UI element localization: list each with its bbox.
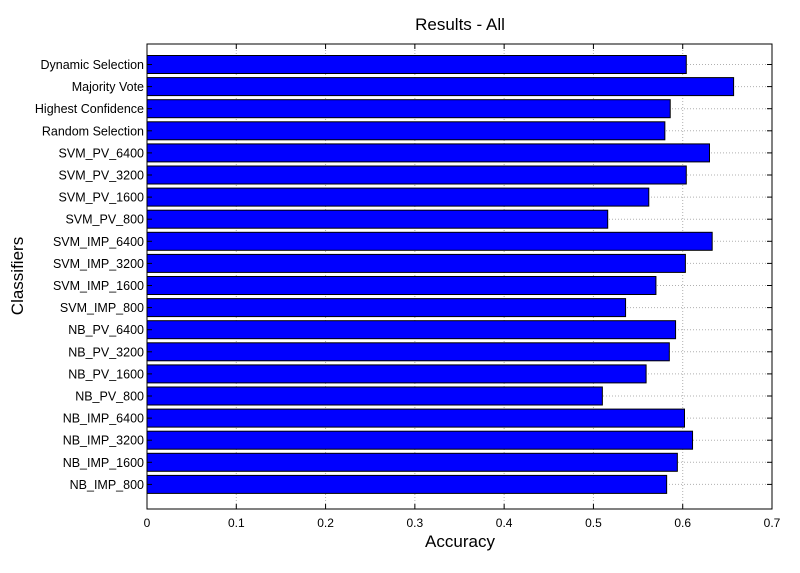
category-label: Highest Confidence (35, 102, 144, 116)
bar (146, 77, 735, 97)
category-label: NB_PV_6400 (68, 323, 144, 337)
category-label: NB_IMP_6400 (63, 412, 144, 426)
bar (146, 187, 650, 207)
category-label: SVM_IMP_3200 (53, 257, 144, 271)
bar (146, 320, 677, 340)
bar (146, 231, 713, 251)
category-label: NB_IMP_3200 (63, 434, 144, 448)
x-tick-label: 0.4 (496, 516, 513, 530)
chart-title: Results - All (415, 15, 505, 34)
bar (146, 342, 670, 362)
bar (146, 209, 609, 229)
category-label: SVM_PV_3200 (59, 169, 145, 183)
x-tick-labels: 0 0.1 0.2 0.3 0.4 0.5 0.6 0.7 (144, 516, 781, 530)
category-label: SVM_IMP_800 (60, 301, 144, 315)
bar (146, 386, 603, 406)
bar (146, 165, 687, 185)
x-tick-label: 0.3 (407, 516, 424, 530)
x-tick-label: 0.2 (317, 516, 334, 530)
bar (146, 99, 671, 119)
x-tick-label: 0 (144, 516, 151, 530)
category-label: NB_PV_800 (75, 390, 144, 404)
category-label: NB_IMP_800 (70, 478, 144, 492)
x-tick-label: 0.6 (674, 516, 691, 530)
category-label: NB_PV_1600 (68, 367, 144, 381)
y-axis-label: Classifiers (8, 237, 27, 315)
category-label: NB_PV_3200 (68, 345, 144, 359)
category-label: SVM_PV_800 (65, 213, 144, 227)
bar (146, 276, 657, 295)
ticks (146, 44, 773, 509)
x-tick-label: 0.7 (764, 516, 781, 530)
bar (146, 408, 685, 428)
bar (146, 55, 687, 74)
bar (146, 143, 710, 163)
category-label: Majority Vote (72, 80, 144, 94)
category-label: NB_IMP_1600 (63, 456, 144, 470)
x-tick-label: 0.5 (585, 516, 602, 530)
category-labels: Dynamic Selection Majority Vote Highest Co… (35, 58, 144, 492)
bar (146, 474, 668, 494)
x-axis-label: Accuracy (425, 532, 495, 551)
category-label: SVM_IMP_6400 (53, 235, 144, 249)
bar (146, 452, 678, 472)
bar (146, 121, 666, 141)
bar (146, 253, 686, 273)
bar (146, 364, 647, 384)
category-label: SVM_PV_6400 (59, 146, 145, 160)
bars (146, 55, 735, 494)
x-tick-label: 0.1 (228, 516, 245, 530)
category-label: Dynamic Selection (40, 58, 144, 72)
category-label: SVM_IMP_1600 (53, 279, 144, 293)
bar (146, 430, 694, 450)
bar (146, 298, 627, 318)
plot-frame (146, 43, 773, 510)
category-label: SVM_PV_1600 (59, 191, 145, 205)
category-label: Random Selection (42, 124, 144, 138)
